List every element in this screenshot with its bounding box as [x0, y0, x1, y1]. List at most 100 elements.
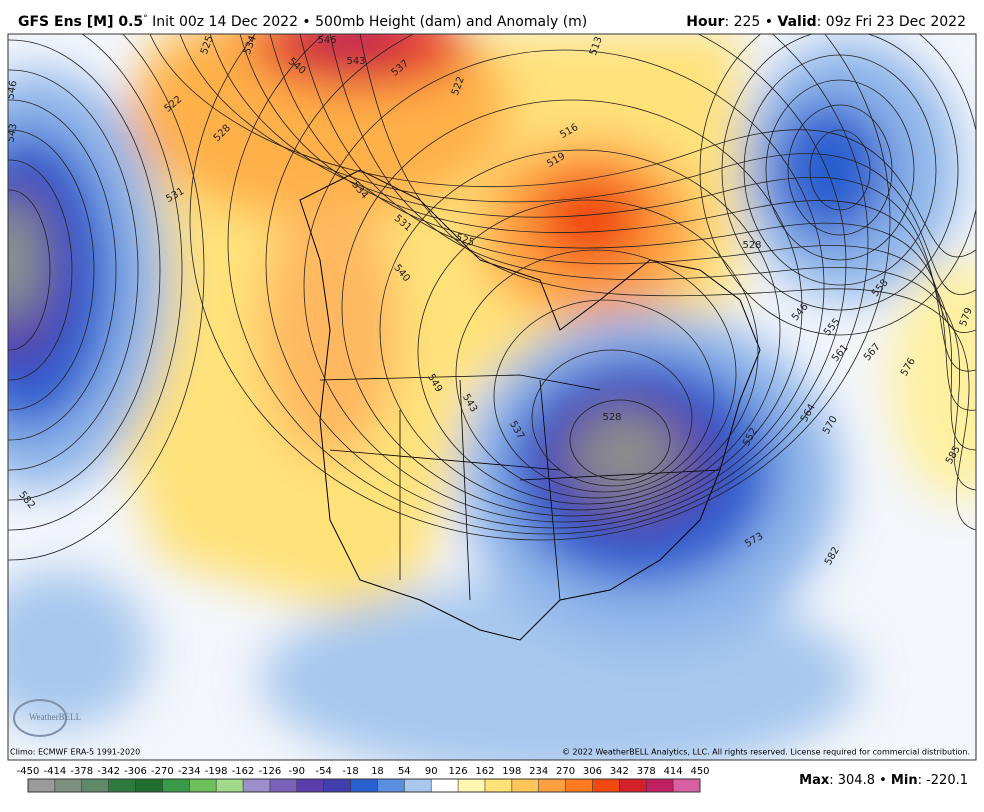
contour [8, 34, 205, 561]
colorbar-tick-label: -126 [259, 766, 282, 777]
colorbar-bin [404, 779, 432, 792]
colorbar-tick-label: 342 [610, 766, 629, 777]
colorbar-bin [646, 779, 674, 792]
colorbar-tick-label: 450 [690, 766, 709, 777]
colorbar-tick-label: 378 [637, 766, 656, 777]
coastline [299, 169, 761, 641]
colorbar-bin [269, 779, 298, 792]
max-label: Max [799, 773, 830, 788]
contour [299, 34, 976, 451]
header-left: GFS Ens [M] 0.5° Init 00z 14 Dec 2022 • … [18, 14, 587, 31]
contour [239, 34, 976, 372]
colorbar-bin [511, 779, 540, 792]
contour-label: 528 [742, 240, 761, 251]
colorbar-bin [135, 779, 163, 792]
contour-label: 543 [5, 123, 19, 144]
contour [8, 39, 161, 501]
colorbar-bin [619, 779, 647, 792]
contour-label: 546 [317, 35, 336, 46]
valid-value: : 09z Fri 23 Dec 2022 [817, 14, 966, 30]
colorbar-bin [377, 779, 405, 792]
max-value: : 304.8 • [829, 773, 891, 788]
colorbar-tick-label: 54 [398, 766, 411, 777]
valid-label: Valid [778, 14, 817, 30]
copyright: © 2022 WeatherBELL Analytics, LLC. All r… [562, 748, 970, 757]
logo-mark [13, 699, 67, 737]
colorbar-bin [538, 779, 567, 792]
colorbar-bin [243, 779, 271, 792]
colorbar-tick-label: -18 [342, 766, 358, 777]
colorbar-bin [189, 779, 217, 792]
contour [209, 34, 976, 333]
colorbar-tick-label: -90 [289, 766, 305, 777]
contour [8, 159, 73, 381]
colorbar-tick-label: -306 [124, 766, 147, 777]
colorbar-tick-label: -162 [232, 766, 255, 777]
colorbar-tick-label: -270 [151, 766, 174, 777]
map-frame [7, 33, 977, 761]
colorbar-tick-label: -198 [205, 766, 228, 777]
colorbar-tick-label: -234 [178, 766, 201, 777]
colorbar-tick-label: 18 [371, 766, 384, 777]
hour-label: Hour [686, 14, 724, 30]
contour [149, 34, 976, 258]
hour-value: : 225 • [724, 14, 777, 30]
colorbar-tick-label: 234 [529, 766, 548, 777]
height-contours [8, 34, 976, 561]
contour [531, 349, 693, 487]
contour [493, 299, 715, 493]
contour [417, 199, 759, 505]
colorbar-bin [296, 779, 325, 792]
colorbar-tick-label: -54 [316, 766, 332, 777]
contour [359, 34, 976, 531]
colorbar-bin [54, 779, 83, 792]
colorbar-bin [323, 779, 352, 792]
colorbar-tick-label: 162 [475, 766, 494, 777]
colorbar-bin [484, 779, 513, 792]
contour [379, 149, 781, 511]
colorbar-bin [81, 779, 110, 792]
colorbar-bin [108, 779, 137, 792]
contour [455, 249, 737, 499]
colorbar-bin [28, 779, 56, 792]
contour [329, 34, 976, 491]
contour [189, 34, 891, 541]
contour [765, 79, 915, 261]
contour [699, 34, 976, 336]
logo: WeatherBELL [29, 712, 81, 722]
min-label: Min [891, 773, 918, 788]
contour-label: 528 [602, 412, 621, 423]
min-value: : -220.1 [918, 773, 968, 788]
colorbar-tick-label: -342 [97, 766, 120, 777]
contour [8, 189, 51, 351]
colorbar-bin [162, 779, 190, 792]
colorbar-bin [673, 779, 701, 792]
contour [269, 34, 976, 411]
contour [303, 49, 825, 523]
contour [341, 99, 803, 517]
colorbar-tick-label: 414 [664, 766, 683, 777]
run-info: Init 00z 14 Dec 2022 • 500mb Height (dam… [148, 14, 588, 30]
colorbar-bin [350, 779, 378, 792]
climo-note: Climo: ECMWF ERA-5 1991-2020 [10, 748, 140, 757]
colorbar-bin [431, 779, 459, 792]
contour [179, 34, 976, 295]
model-name: GFS Ens [M] 0.5 [18, 14, 143, 30]
contour-label: 546 [5, 80, 19, 101]
contour [8, 129, 95, 411]
colorbar-tick-label: 306 [583, 766, 602, 777]
borders [319, 374, 721, 601]
contour-label: 543 [346, 56, 365, 67]
colorbar-tick-label: 126 [449, 766, 468, 777]
colorbar-tick-label: 270 [556, 766, 575, 777]
header-right: Hour: 225 • Valid: 09z Fri 23 Dec 2022 [686, 14, 966, 30]
contour [721, 34, 959, 311]
colorbar-bin [216, 779, 244, 792]
colorbar-bin [458, 779, 486, 792]
contour [809, 129, 871, 211]
contour [8, 69, 139, 471]
degree: ° [143, 14, 148, 24]
stats: Max: 304.8 • Min: -220.1 [799, 773, 968, 788]
